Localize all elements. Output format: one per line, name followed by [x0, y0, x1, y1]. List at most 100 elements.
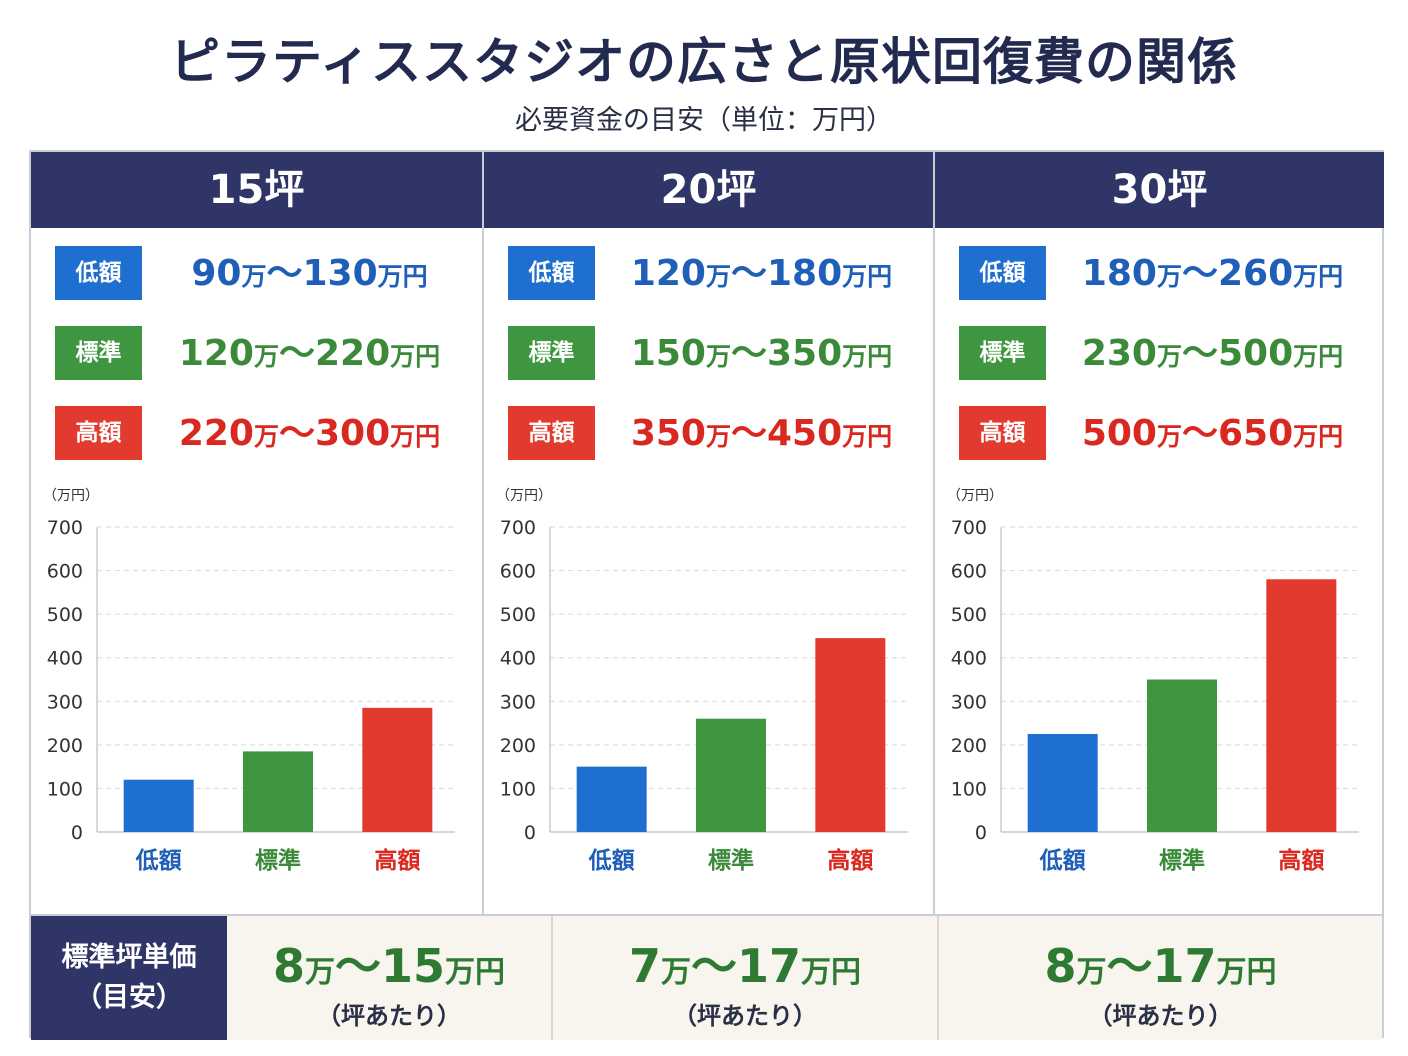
range-value-low: 180万～260万円: [1055, 246, 1370, 300]
bar-standard: [696, 718, 766, 832]
range-row-low: 低額 120万～180万円: [484, 246, 933, 300]
badge-low: 低額: [508, 246, 595, 300]
range-unit: 万円: [377, 262, 428, 291]
comparison-table: 15坪 低額 90万～130万円 標準 120万～220万円 高額 220万～300万円 （万…: [29, 150, 1384, 1040]
unit-price-to: 17: [1152, 939, 1217, 993]
range-from: 180: [1081, 253, 1157, 294]
unit-price-unit: 万円: [445, 955, 506, 990]
range-unit: 万円: [390, 342, 441, 371]
range-value-high: 220万～300万円: [151, 406, 468, 460]
unit-price-to: 15: [381, 939, 446, 993]
y-tick-label: 200: [500, 735, 536, 757]
range-value-standard: 150万～350万円: [604, 326, 919, 380]
x-category-label: 標準: [1159, 847, 1205, 874]
range-unit: 万円: [842, 342, 893, 371]
range-to: 300: [315, 413, 391, 454]
range-tilde: ～: [1181, 333, 1218, 374]
unit-price-unit: 万円: [1216, 955, 1277, 990]
range-value-low: 120万～180万円: [604, 246, 919, 300]
y-tick-label: 600: [47, 561, 83, 583]
bar-high: [1266, 579, 1337, 832]
column-heading: 15坪: [31, 152, 482, 228]
unit-price-footer: 標準坪単価 （目安） 8万～15万円 （坪あたり） 7万～17万円 （坪あたり） 8万～…: [31, 914, 1382, 1040]
range-tilde: ～: [278, 333, 315, 374]
range-to: 350: [767, 333, 843, 374]
size-column: 30坪 低額 180万～260万円 標準 230万～500万円 高額 500万～650万円（…: [933, 152, 1384, 914]
unit-price-note: （坪あたり）: [1088, 1002, 1233, 1030]
y-tick-label: 200: [951, 735, 987, 757]
range-unit: 万: [241, 262, 267, 291]
badge-high: 高額: [959, 406, 1046, 460]
range-row-standard: 標準 150万～350万円: [484, 326, 933, 380]
y-tick-label: 200: [47, 735, 83, 757]
y-tick-label: 500: [951, 604, 987, 626]
range-from: 350: [630, 413, 706, 454]
range-tilde: ～: [1181, 413, 1218, 454]
y-tick-label: 0: [71, 822, 83, 844]
y-axis-unit-label: （万円）: [496, 488, 552, 504]
bar-low: [576, 766, 647, 832]
range-unit: 万: [705, 262, 731, 291]
unit-price-tilde: ～: [1106, 939, 1153, 993]
range-from: 120: [178, 333, 254, 374]
range-tilde: ～: [278, 413, 315, 454]
y-tick-label: 300: [500, 691, 536, 713]
y-tick-label: 100: [951, 778, 987, 800]
range-value-high: 350万～450万円: [604, 406, 919, 460]
size-column: 20坪 低額 120万～180万円 標準 150万～350万円 高額 350万～450万円（…: [482, 152, 933, 914]
range-from: 120: [630, 253, 706, 294]
unit-price-from: 7: [628, 939, 661, 993]
unit-price-tilde: ～: [691, 939, 737, 993]
range-value-standard: 120万～220万円: [151, 326, 468, 380]
bar-low: [1027, 733, 1098, 832]
y-tick-label: 600: [951, 561, 987, 583]
range-row-low: 低額 90万～130万円: [31, 246, 482, 300]
range-to: 500: [1218, 333, 1294, 374]
unit-price-unit: 万: [661, 955, 691, 990]
range-row-high: 高額 500万～650万円: [935, 406, 1384, 460]
x-category-label: 高額: [1278, 847, 1324, 874]
y-tick-label: 500: [500, 604, 536, 626]
y-tick-label: 0: [975, 822, 987, 844]
size-column: 15坪 低額 90万～130万円 標準 120万～220万円 高額 220万～300万円 （万…: [31, 152, 482, 914]
bar-standard: [1147, 679, 1217, 832]
y-tick-label: 600: [500, 561, 536, 583]
unit-price-value: 7万～17万円: [553, 930, 937, 996]
unit-price-note: （坪あたり）: [317, 1002, 461, 1030]
range-unit: 万: [1156, 342, 1182, 371]
range-unit: 万円: [842, 262, 893, 291]
y-tick-label: 400: [47, 648, 83, 670]
range-unit: 万: [1156, 422, 1182, 451]
range-from: 230: [1081, 333, 1157, 374]
bar-low: [123, 779, 194, 832]
y-tick-label: 700: [47, 517, 83, 539]
range-row-high: 高額 220万～300万円: [31, 406, 482, 460]
column-heading: 30坪: [935, 152, 1384, 228]
unit-price-from: 8: [1044, 939, 1077, 993]
page-subtitle: 必要資金の目安（単位：万円）: [515, 105, 893, 136]
bar-chart: （万円） 0 100 200 300 400 500 600 700 低額 標準 高額: [935, 482, 1386, 902]
range-unit: 万: [705, 422, 731, 451]
unit-price-unit: 万円: [801, 955, 862, 990]
range-tilde: ～: [730, 413, 767, 454]
bar-high: [815, 638, 886, 832]
range-from: 220: [178, 413, 254, 454]
bar-chart: （万円） 0 100 200 300 400 500 600 700 低額 標準 高額: [31, 482, 482, 902]
badge-low: 低額: [959, 246, 1046, 300]
column-heading: 20坪: [484, 152, 933, 228]
unit-price-value: 8万～17万円: [939, 930, 1382, 996]
badge-high: 高額: [55, 406, 142, 460]
badge-standard: 標準: [55, 326, 142, 380]
page-title: ピラティススタジオの広さと原状回復費の関係: [170, 33, 1238, 91]
range-to: 260: [1218, 253, 1294, 294]
range-unit: 万円: [1293, 262, 1344, 291]
range-unit: 万円: [390, 422, 441, 451]
range-unit: 万: [705, 342, 731, 371]
y-tick-label: 400: [500, 648, 536, 670]
x-category-label: 高額: [827, 847, 873, 874]
x-category-label: 高額: [374, 847, 420, 874]
x-category-label: 低額: [135, 847, 182, 874]
range-row-standard: 標準 230万～500万円: [935, 326, 1384, 380]
unit-price-cell: 8万～17万円 （坪あたり）: [937, 916, 1382, 1040]
range-tilde: ～: [730, 253, 767, 294]
